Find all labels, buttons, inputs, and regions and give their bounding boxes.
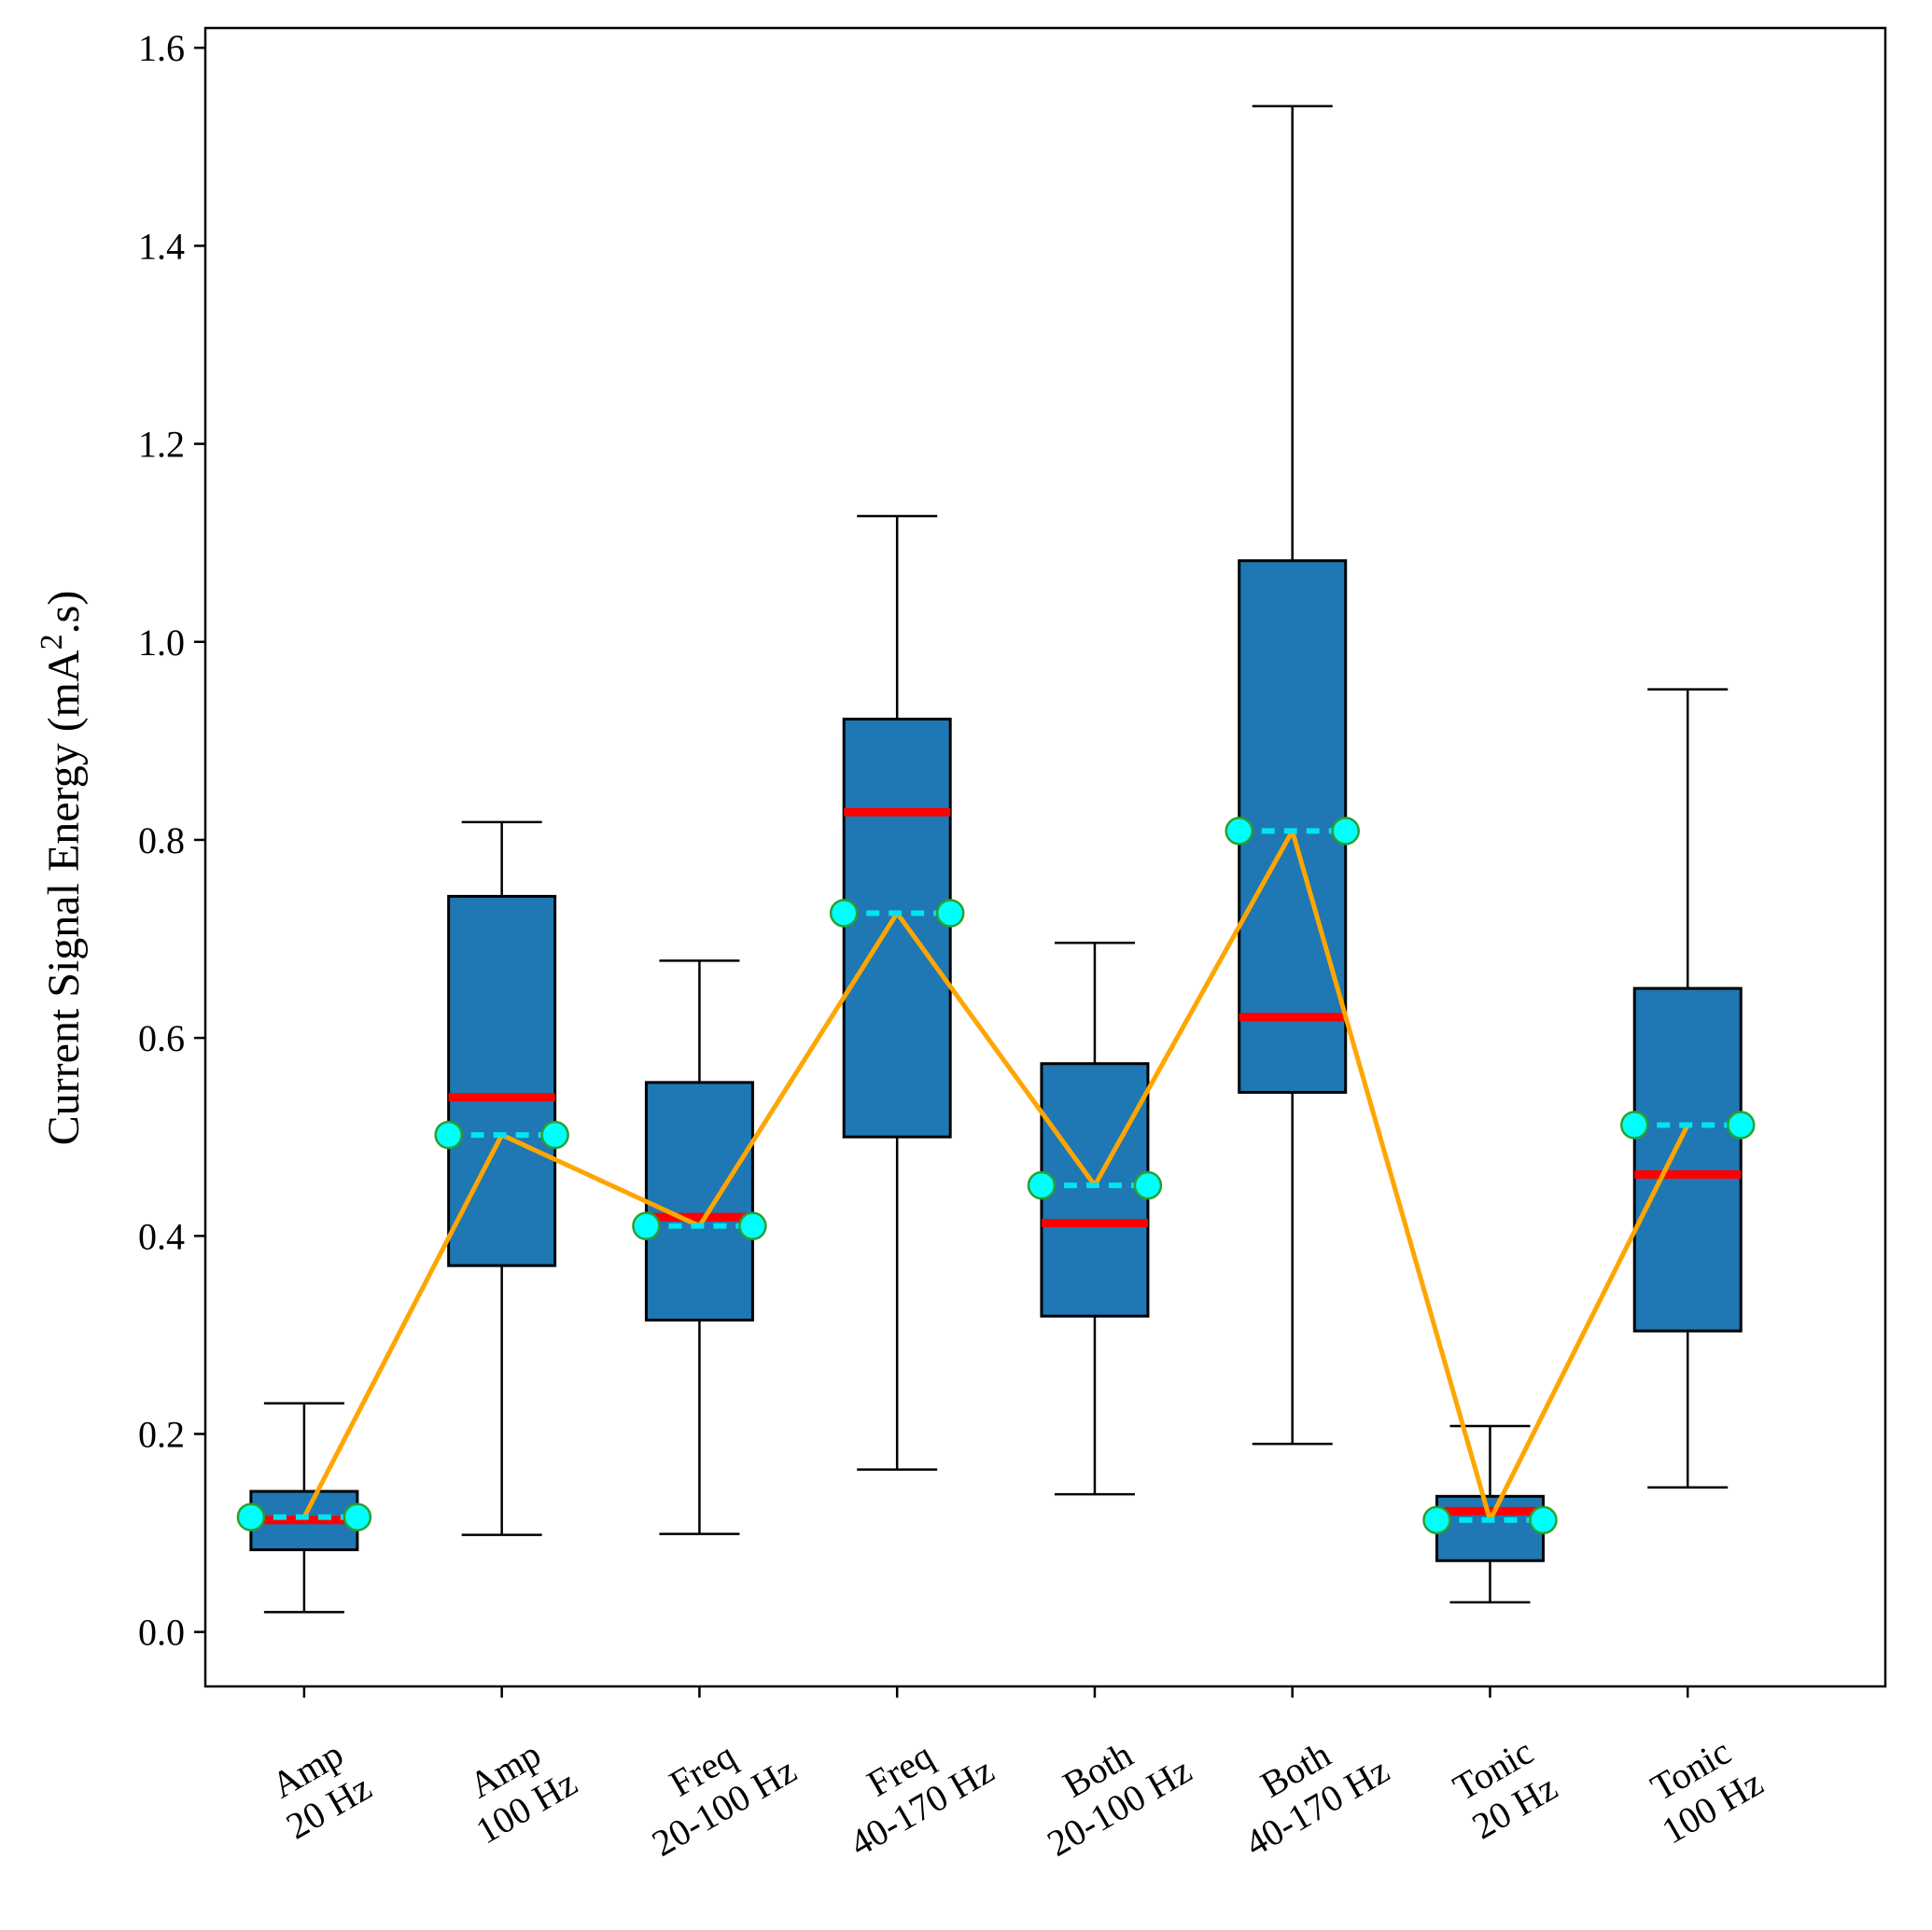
plot-frame <box>203 26 1887 1688</box>
y-axis-title: Current Signal Energy (mA2.s) <box>35 591 90 1146</box>
box-3 <box>842 718 952 1139</box>
y-tick-label-1: 0.2 <box>138 1413 185 1455</box>
y-axis-title-suffix: .s) <box>39 591 89 635</box>
y-tick-label-8: 1.6 <box>138 27 185 69</box>
y-tick-label-5: 1.0 <box>138 622 185 664</box>
box-5 <box>1238 559 1348 1094</box>
x-tick-label-1: Amp100 Hz <box>447 1724 584 1852</box>
box-4 <box>1040 1062 1150 1318</box>
mean-marker-right-1 <box>540 1120 569 1150</box>
mean-marker-right-0 <box>343 1503 372 1531</box>
y-tick-label-3: 0.6 <box>138 1017 185 1059</box>
y-tick-label-6: 1.2 <box>138 424 185 466</box>
mean-marker-right-3 <box>935 899 965 928</box>
y-tick-label-2: 0.4 <box>138 1215 185 1257</box>
mean-marker-left-7 <box>1619 1111 1649 1140</box>
mean-marker-left-1 <box>434 1120 463 1150</box>
boxes-layer <box>249 105 1743 1614</box>
box-7 <box>1632 986 1743 1333</box>
box-6 <box>1435 1494 1545 1562</box>
mean-marker-right-7 <box>1726 1111 1756 1140</box>
mean-marker-left-4 <box>1027 1170 1057 1200</box>
y-axis-title-superscript: 2 <box>35 634 69 650</box>
mean-marker-left-3 <box>829 899 859 928</box>
mean-marker-right-5 <box>1331 817 1360 846</box>
y-tick-label-7: 1.4 <box>138 225 185 267</box>
mean-marker-left-6 <box>1422 1505 1451 1535</box>
y-axis: 0.0 0.2 0.4 0.6 0.8 1.0 1.2 1.4 1.6 <box>138 27 205 1654</box>
mean-connect-line <box>301 828 1690 1523</box>
mean-markers-layer <box>236 817 1756 1535</box>
mean-marker-left-2 <box>632 1211 661 1240</box>
box-2 <box>644 1081 754 1322</box>
mean-connect-layer <box>301 828 1690 1523</box>
mean-marker-right-4 <box>1133 1170 1163 1200</box>
y-tick-label-4: 0.8 <box>138 819 185 861</box>
mean-marker-right-2 <box>738 1211 767 1240</box>
y-axis-title-main: Current Signal Energy (mA <box>39 650 89 1145</box>
mean-marker-left-5 <box>1225 817 1253 846</box>
mean-marker-right-6 <box>1529 1505 1558 1535</box>
y-tick-label-0: 0.0 <box>138 1612 185 1654</box>
mean-marker-left-0 <box>236 1503 266 1531</box>
